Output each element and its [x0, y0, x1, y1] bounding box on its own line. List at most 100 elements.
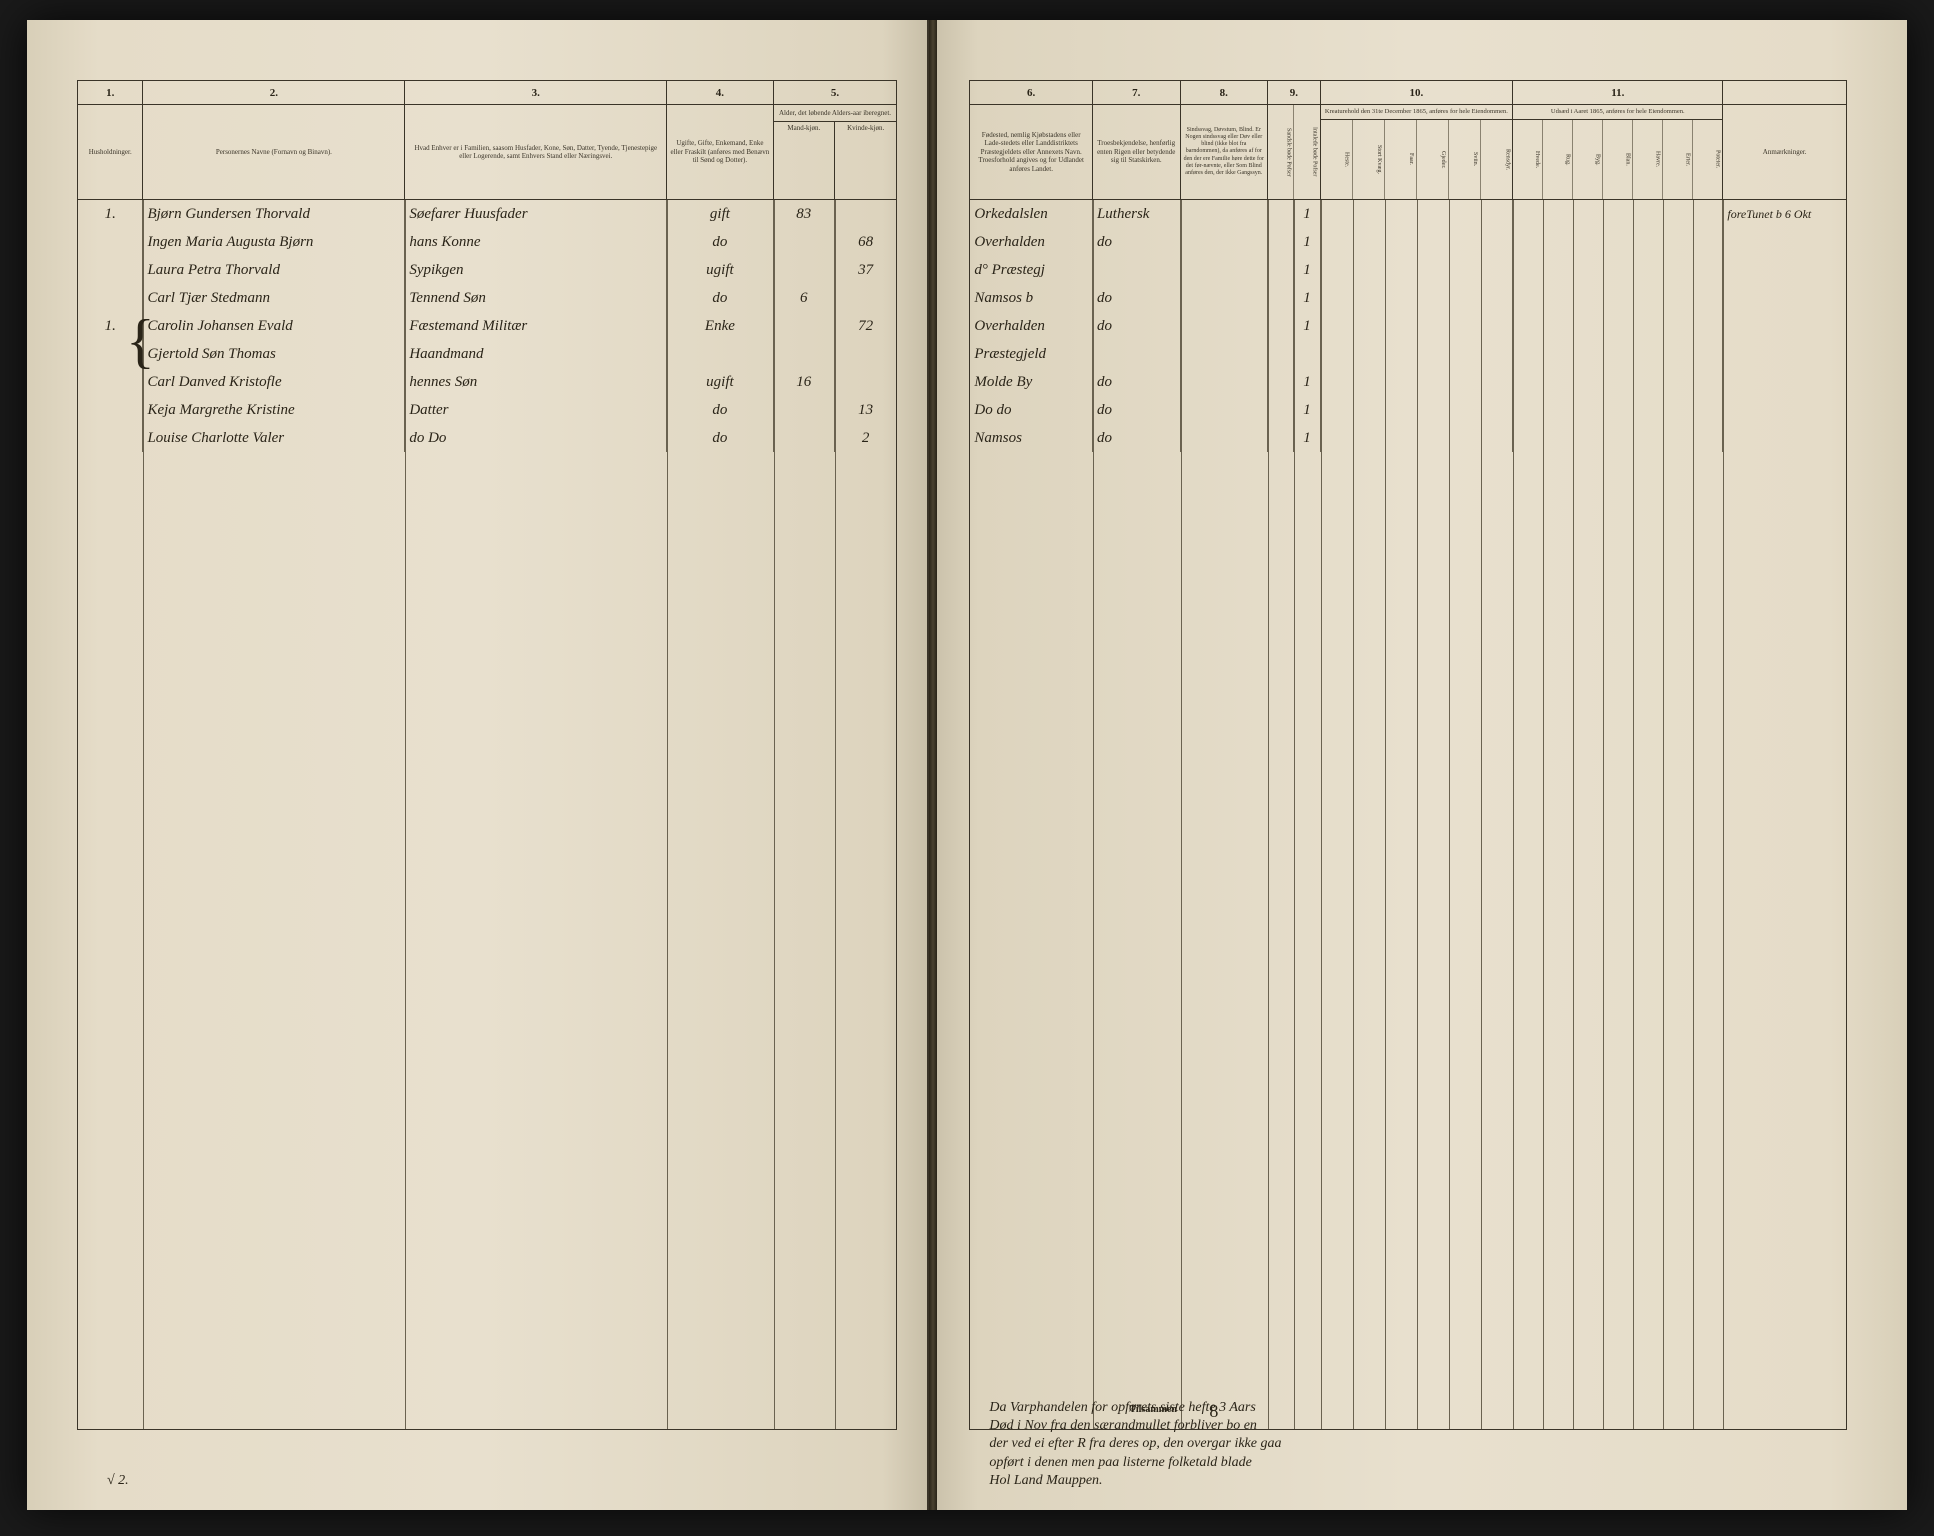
cell-livestock — [1321, 200, 1514, 228]
cell-9a — [1268, 228, 1294, 256]
col-num-8: 8. — [1181, 81, 1269, 104]
cell-role: Sypikgen — [405, 256, 667, 284]
cell-marital: do — [667, 424, 773, 452]
cell-remark — [1723, 312, 1846, 340]
cell-9b: 1 — [1294, 424, 1320, 452]
right-footer: Da Varphandelen for opførets siste hefte… — [989, 1399, 1707, 1490]
header-kreature: Kreaturehold den 31te December 1865, anf… — [1321, 105, 1514, 199]
left-col-numbers: 1. 2. 3. 4. 5. — [78, 81, 896, 105]
header-alder-label: Alder, det løbende Alders-aar iberegnet. — [774, 105, 897, 122]
subheader-seed: Havre. — [1633, 120, 1663, 199]
cell-role: do Do — [405, 424, 667, 452]
cell-name: Carl Tjær Stedmann — [143, 284, 405, 312]
cell-9a — [1268, 368, 1294, 396]
header-9a: Sandsle bøde Pofser — [1268, 105, 1294, 199]
col-anmerk — [1723, 81, 1846, 104]
cell-marital: ugift — [667, 368, 773, 396]
cell-name: Carolin Johansen Evald — [143, 312, 405, 340]
cell-birthplace: Præstegjeld — [970, 340, 1093, 368]
cell-role: hans Konne — [405, 228, 667, 256]
cell-role: Fæstemand Militær — [405, 312, 667, 340]
cell-name: Carl Danved Kristofle — [143, 368, 405, 396]
header-gift: Ugifte, Gifte, Enkemand, Enke eller Fras… — [667, 105, 773, 199]
cell-household — [78, 424, 143, 452]
header-troes: Troesbekjendelse, henførlig enten Rigen … — [1093, 105, 1181, 199]
cell-birthplace: Overhalden — [970, 312, 1093, 340]
cell-seed — [1513, 284, 1723, 312]
cell-marital — [667, 340, 773, 368]
table-row: 1.Bjørn Gundersen ThorvaldSøefarer Huusf… — [78, 200, 896, 228]
cell-household — [78, 396, 143, 424]
cell-marital: do — [667, 396, 773, 424]
cell-name: Keja Margrethe Kristine — [143, 396, 405, 424]
cell-remark — [1723, 256, 1846, 284]
cell-remark — [1723, 228, 1846, 256]
col-num-5: 5. — [774, 81, 897, 104]
cell-age-m — [774, 312, 835, 340]
cell-household — [78, 256, 143, 284]
header-fodested: Fødested, nemlig Kjøbstadens eller Lade-… — [970, 105, 1093, 199]
ledger-book: 1. 2. 3. 4. 5. Husholdninger. Personerne… — [27, 20, 1907, 1510]
subheader-livestock: Sviin. — [1449, 120, 1481, 199]
footer-line: opført i denen men paa listerne folketal… — [989, 1454, 1707, 1472]
cell-age-m — [774, 228, 835, 256]
cell-age-f: 2 — [835, 424, 896, 452]
cell-age-m: 83 — [774, 200, 835, 228]
cell-name: Gjertold Søn Thomas — [143, 340, 405, 368]
cell-faith: do — [1093, 424, 1181, 452]
cell-age-f: 37 — [835, 256, 896, 284]
cell-remark — [1723, 368, 1846, 396]
table-row: Gjertold Søn ThomasHaandmand — [78, 340, 896, 368]
footer-line: Da Varphandelen for opførets siste hefte… — [989, 1399, 1707, 1417]
right-ledger-table: 6. 7. 8. 9. 10. 11. Fødested, nemlig Kjø… — [969, 80, 1847, 1430]
header-kreature-label: Kreaturehold den 31te December 1865, anf… — [1321, 105, 1513, 120]
table-row: Namsos bdo1 — [970, 284, 1846, 312]
cell-9b: 1 — [1294, 368, 1320, 396]
cell-role: Datter — [405, 396, 667, 424]
cell-age-f: 68 — [835, 228, 896, 256]
cell-9b: 1 — [1294, 396, 1320, 424]
cell-marital: do — [667, 228, 773, 256]
cell-age-m — [774, 256, 835, 284]
cell-birthplace: Do do — [970, 396, 1093, 424]
cell-age-f — [835, 200, 896, 228]
header-alder: Alder, det løbende Alders-aar iberegnet.… — [774, 105, 897, 199]
cell-birthplace: Namsos b — [970, 284, 1093, 312]
cell-9b: 1 — [1294, 256, 1320, 284]
cell-disability — [1181, 228, 1269, 256]
header-anmerkninger: Anmærkninger. — [1723, 105, 1846, 199]
cell-9b — [1294, 340, 1320, 368]
cell-disability — [1181, 312, 1269, 340]
cell-marital: do — [667, 284, 773, 312]
table-row: Namsosdo1 — [970, 424, 1846, 452]
cell-9a — [1268, 284, 1294, 312]
table-row: Carl Tjær StedmannTennend Søndo6 — [78, 284, 896, 312]
header-udsad-label: Udsæd i Aaret 1865, anføres for hele Eie… — [1513, 105, 1722, 120]
cell-remark: foreTunet b 6 Okt — [1723, 200, 1846, 228]
left-ledger-table: 1. 2. 3. 4. 5. Husholdninger. Personerne… — [77, 80, 897, 1430]
col-num-2: 2. — [143, 81, 405, 104]
header-navne: Personernes Navne (Fornavn og Binavn). — [143, 105, 405, 199]
header-sindssvag: Sindssvag, Døvstum, Blind. Er Nogen sind… — [1181, 105, 1269, 199]
col-num-9: 9. — [1268, 81, 1321, 104]
cell-faith: do — [1093, 284, 1181, 312]
cell-seed — [1513, 200, 1723, 228]
cell-seed — [1513, 228, 1723, 256]
col-num-11: 11. — [1513, 81, 1723, 104]
cell-name: Ingen Maria Augusta Bjørn — [143, 228, 405, 256]
col-num-7: 7. — [1093, 81, 1181, 104]
cell-disability — [1181, 284, 1269, 312]
cell-9a — [1268, 312, 1294, 340]
footer-line: der ved ei efter R fra deres op, den ove… — [989, 1435, 1707, 1453]
left-sub-headers: Husholdninger. Personernes Navne (Fornav… — [78, 105, 896, 200]
header-husholdninger: Husholdninger. — [78, 105, 143, 199]
header-mandkjon: Mand-kjøn. — [774, 122, 835, 199]
header-udsad: Udsæd i Aaret 1865, anføres for hele Eie… — [1513, 105, 1723, 199]
subheader-livestock: Heste. — [1321, 120, 1353, 199]
cell-9a — [1268, 396, 1294, 424]
cell-birthplace: d° Præstegj — [970, 256, 1093, 284]
cell-9a — [1268, 256, 1294, 284]
subheader-seed: Poteter. — [1693, 120, 1722, 199]
cell-livestock — [1321, 256, 1514, 284]
cell-household: 1. — [78, 200, 143, 228]
